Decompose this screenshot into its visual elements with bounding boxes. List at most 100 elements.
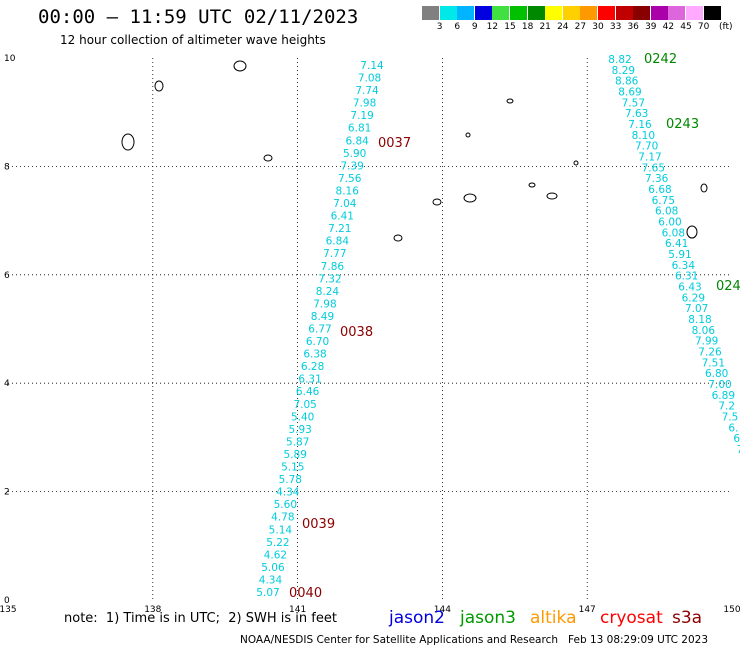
- wave-height-value: 7.21: [328, 223, 351, 235]
- scale-swatch: [527, 6, 545, 20]
- scale-label: 3: [436, 22, 443, 32]
- wave-height-value: 7.99: [695, 336, 718, 348]
- scale-label: 33: [609, 22, 622, 32]
- island-outline: [528, 182, 536, 188]
- wave-height-value: 6.31: [298, 374, 321, 386]
- y-tick-label: 4: [4, 379, 10, 389]
- wave-height-value: 7.00: [708, 379, 731, 391]
- scale-label: 36: [627, 22, 639, 32]
- wave-height-value: 7.08: [358, 73, 381, 85]
- wave-height-value: 6.77: [308, 324, 331, 336]
- wave-height-value: 5.87: [286, 436, 309, 448]
- wave-height-value: 7.51: [702, 357, 725, 369]
- wave-height-value: 8.69: [618, 87, 641, 99]
- footer-credit: NOAA/NESDIS Center for Satellite Applica…: [240, 634, 708, 646]
- island-outline: [393, 234, 403, 242]
- x-tick-label: 150: [723, 605, 740, 615]
- wave-height-value: 6.08: [662, 227, 685, 239]
- wave-height-value: 6.31: [675, 271, 698, 283]
- wave-height-value: 7.14: [360, 60, 384, 72]
- scale-swatch: [633, 6, 651, 20]
- pass-time-label: 0039: [302, 517, 335, 532]
- wave-height-value: 7.16: [628, 119, 652, 131]
- x-tick-label: 147: [579, 605, 596, 615]
- x-tick-label: 141: [289, 605, 306, 615]
- scale-swatch: [457, 6, 475, 20]
- scale-label: 45: [680, 22, 692, 32]
- scale-swatch: [510, 6, 527, 20]
- map-subtitle: 12 hour collection of altimeter wave hei…: [60, 33, 326, 47]
- wave-height-value: 7.05: [293, 399, 316, 411]
- wave-height-value: 6.29: [682, 292, 705, 304]
- wave-height-value: 6.28: [301, 361, 324, 373]
- island-outline: [263, 154, 273, 162]
- scale-label: 39: [645, 22, 657, 32]
- timestamp-text: Feb 13 08:29:09 UTC 2023: [568, 634, 709, 646]
- wave-height-value: 6.43: [678, 282, 701, 294]
- wave-height-value: 6.80: [705, 368, 728, 380]
- scale-swatch: [598, 6, 615, 20]
- island-outline: [121, 133, 135, 151]
- y-tick-label: 6: [4, 271, 10, 281]
- scale-label: 12: [486, 22, 499, 32]
- wave-height-value: 5.60: [274, 499, 297, 511]
- wave-height-value: 7.04: [333, 198, 357, 210]
- wave-height-value: 6.: [728, 422, 738, 434]
- scale-swatch: [580, 6, 598, 20]
- y-tick-label: 10: [4, 54, 16, 64]
- wave-height-value: 6.70: [306, 336, 329, 348]
- wave-height-value: 7.17: [638, 152, 661, 164]
- wave-height-value: 7.77: [323, 248, 346, 260]
- scale-label: 21: [539, 22, 551, 32]
- scale-swatch: [492, 6, 510, 20]
- wave-height-value: 6.89: [712, 390, 735, 402]
- wave-height-value: 6.46: [296, 386, 320, 398]
- wave-height-value: 7.5: [722, 412, 739, 424]
- wave-height-value: 5.15: [281, 462, 304, 474]
- island-outline: [432, 198, 442, 206]
- scale-label: 27: [574, 22, 587, 32]
- wave-height-value: 5.93: [288, 424, 311, 436]
- wave-height-value: 6.38: [303, 349, 326, 361]
- wave-height-value: 7.2: [718, 401, 735, 413]
- wave-height-value: 8.29: [612, 65, 635, 77]
- scale-swatch: [668, 6, 686, 20]
- island-outline: [573, 160, 579, 166]
- island-outline: [686, 225, 698, 239]
- wave-height-value: 8.82: [608, 54, 631, 66]
- scale-swatch: [562, 6, 580, 20]
- wave-height-value: 6.08: [655, 206, 678, 218]
- x-tick-label: 135: [0, 605, 17, 615]
- wave-height-value: 7.98: [313, 298, 336, 310]
- satellite-legend-item: jason3: [460, 608, 516, 628]
- y-tick-label: 8: [4, 162, 10, 172]
- pass-time-label: 0038: [340, 325, 373, 340]
- wave-height-value: 5.22: [266, 537, 289, 549]
- pass-time-label: 0037: [378, 136, 411, 151]
- wave-height-value: 4.62: [264, 549, 287, 561]
- wave-height-value: 6: [733, 433, 740, 445]
- scale-swatch: [422, 6, 439, 20]
- wave-height-value: 8.86: [615, 76, 639, 88]
- wave-height-value: 8.16: [336, 185, 360, 197]
- wave-height-value: 5.89: [284, 449, 307, 461]
- island-outline: [506, 98, 514, 104]
- wave-height-value: 7.36: [645, 173, 669, 185]
- wave-height-value: 6.41: [331, 211, 354, 223]
- scale-swatch: [686, 6, 703, 20]
- wave-height-value: 8.06: [692, 325, 716, 337]
- island-outline: [465, 132, 471, 138]
- satellite-legend-item: altika: [530, 608, 577, 628]
- scale-label: 24: [557, 22, 569, 32]
- pass-time-label: 0243: [666, 117, 699, 132]
- map-title: 00:00 – 11:59 UTC 02/11/2023: [38, 6, 359, 28]
- units-note: note: 1) Time is in UTC; 2) SWH is in fe…: [64, 611, 337, 626]
- scale-swatch: [545, 6, 563, 20]
- wave-height-value: 6.41: [665, 238, 688, 250]
- wave-height-value: 7.39: [340, 160, 363, 172]
- island-outline: [154, 80, 164, 92]
- satellite-legend-item: jason2: [389, 608, 445, 628]
- wave-height-value: 5.06: [261, 562, 285, 574]
